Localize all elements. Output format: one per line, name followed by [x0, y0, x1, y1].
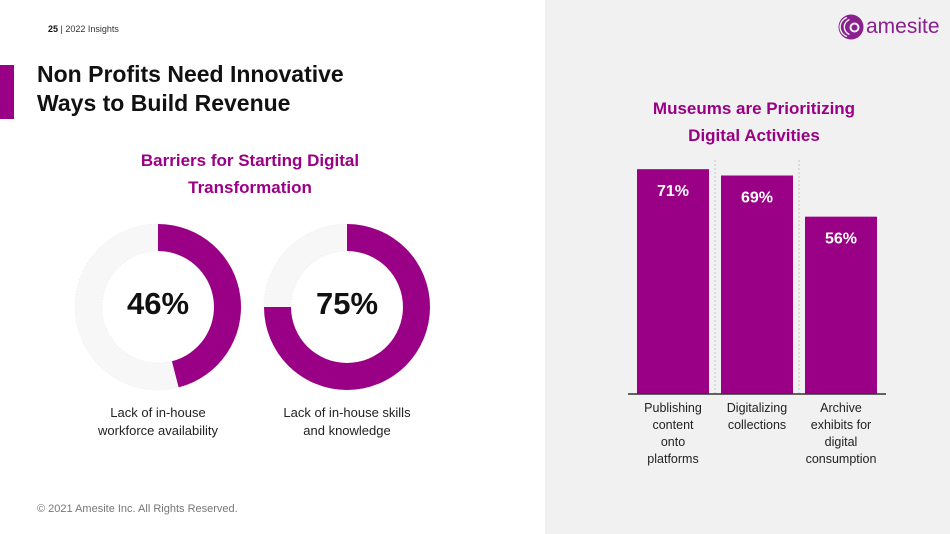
donut-value-skills: 75% [315, 286, 379, 321]
bar-category-label-line: exhibits for [810, 418, 872, 432]
donut-chart-skills [263, 223, 431, 391]
bar-category-label: Publishing content onto platforms [628, 400, 718, 468]
donut-chart-workforce [74, 223, 242, 391]
donut-caption-skills-line1: Lack of in-house skills [283, 405, 411, 420]
bar-category-label-line: Publishing [644, 401, 702, 415]
donut-arc [264, 224, 430, 390]
section-name: 2022 Insights [65, 24, 119, 34]
bar-category-label-line: digital [824, 435, 858, 449]
page-title-line2: Ways to Build Revenue [37, 90, 291, 116]
donut-caption-skills: Lack of in-house skills and knowledge [262, 404, 432, 440]
barriers-title-line1: Barriers for Starting Digital [140, 151, 360, 170]
bar-category-label: Archive exhibits for digital consumption [796, 400, 886, 468]
museums-title-line1: Museums are Prioritizing [652, 99, 856, 118]
museums-chart-title: Museums are Prioritizing Digital Activit… [620, 95, 888, 149]
bar-category-label-line: content [652, 418, 694, 432]
donut-caption-skills-line2: and knowledge [303, 423, 391, 438]
header-separator: | [58, 24, 66, 34]
bar-category-label-line: platforms [647, 452, 699, 466]
donut-arc [158, 224, 241, 388]
bar-category-label-line: Archive [820, 401, 862, 415]
bar-category-label: Digitalizing collections [712, 400, 802, 434]
donut-caption-workforce-line2: workforce availability [98, 423, 218, 438]
donut-caption-workforce: Lack of in-house workforce availability [73, 404, 243, 440]
donut-caption-workforce-line1: Lack of in-house [110, 405, 206, 420]
barriers-chart-title: Barriers for Starting Digital Transforma… [90, 147, 410, 201]
bar [721, 175, 793, 394]
logo-text: amesite [866, 15, 940, 38]
amesite-logo: amesite [836, 13, 940, 41]
barriers-title-line2: Transformation [188, 178, 312, 197]
bar [637, 169, 709, 394]
bar-category-label-line: consumption [805, 452, 877, 466]
bar-category-label-line: Digitalizing [726, 401, 788, 415]
copyright-footer: © 2021 Amesite Inc. All Rights Reserved. [37, 503, 238, 515]
page-header: 25 | 2022 Insights [48, 24, 119, 34]
title-accent-bar [0, 65, 14, 119]
bar-category-label-line: onto [660, 435, 686, 449]
amesite-logo-icon [838, 14, 864, 40]
bar [805, 216, 877, 394]
bar-data-label: 69% [741, 190, 773, 207]
donut-value-workforce: 46% [126, 286, 190, 321]
bar-data-label: 71% [657, 183, 689, 200]
bar-category-label-line: collections [727, 418, 787, 432]
page-number: 25 [48, 24, 59, 34]
page-title-line1: Non Profits Need Innovative [37, 61, 344, 87]
page-title: Non Profits Need Innovative Ways to Buil… [37, 60, 457, 118]
bar-data-label: 56% [825, 231, 857, 248]
museums-title-line2: Digital Activities [688, 126, 820, 145]
museums-bar-chart: 71% 69% 56% [628, 160, 886, 395]
